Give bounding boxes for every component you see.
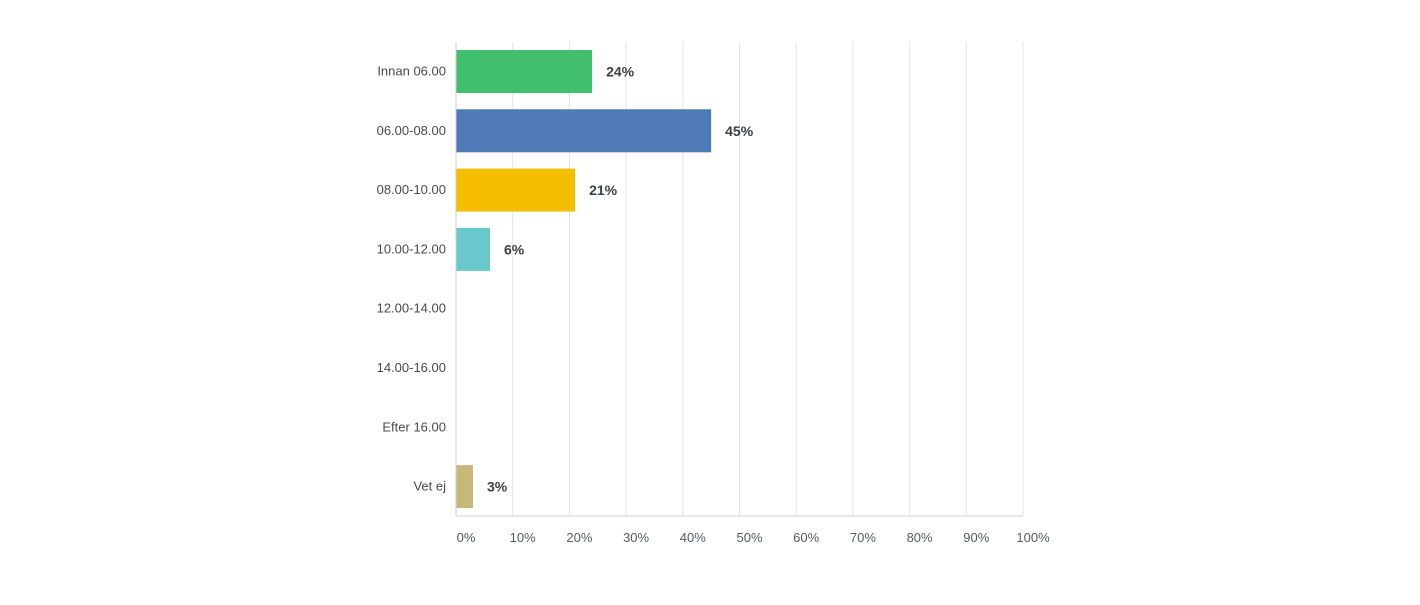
bar-innan-06-00 <box>456 50 593 93</box>
x-tick-label: 20% <box>566 530 592 545</box>
data-label: 21% <box>589 182 618 198</box>
x-tick-label: 40% <box>680 530 706 545</box>
axis-layer <box>455 42 1023 517</box>
bar-vet-ej <box>456 465 474 509</box>
category-label: Vet ej <box>413 479 446 494</box>
x-tick-label: 10% <box>510 530 536 545</box>
bar-06-00-08-00 <box>456 109 712 153</box>
category-label: Efter 16.00 <box>382 419 446 434</box>
x-tick-label: 0% <box>457 530 476 545</box>
category-label: Innan 06.00 <box>377 64 446 79</box>
data-label: 24% <box>606 64 635 80</box>
data-label: 45% <box>725 123 754 139</box>
x-tick-label: 30% <box>623 530 649 545</box>
bar-10-00-12-00 <box>456 227 491 271</box>
labels-layer: 0% 10% 20% 30% 40% 50% 60% 70% 80% 90% 100% Innan 0… <box>377 64 1050 546</box>
category-label: 14.00-16.00 <box>377 360 446 375</box>
x-tick-label: 70% <box>850 530 876 545</box>
bar-08-00-10-00 <box>456 168 576 212</box>
x-tick-label: 90% <box>963 530 989 545</box>
category-label: 06.00-08.00 <box>377 123 446 138</box>
bars-layer <box>456 50 712 509</box>
x-tick-label: 100% <box>1016 530 1050 545</box>
x-tick-label: 60% <box>793 530 819 545</box>
category-label: 10.00-12.00 <box>377 241 446 256</box>
x-tick-label: 80% <box>907 530 933 545</box>
x-tick-label: 50% <box>736 530 762 545</box>
data-label: 6% <box>504 241 525 257</box>
category-label: 12.00-14.00 <box>377 301 446 316</box>
category-label: 08.00-10.00 <box>377 182 446 197</box>
data-label: 3% <box>487 479 508 495</box>
